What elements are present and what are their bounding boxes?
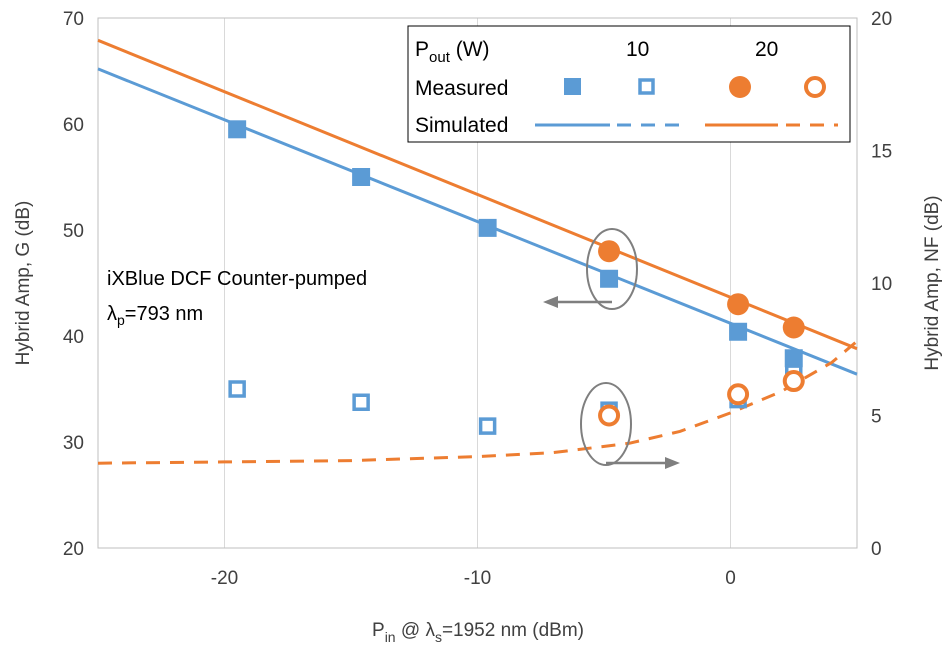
- marker-open-square: [352, 393, 370, 411]
- marker-open-circle: [782, 370, 805, 393]
- y-left-tick-label: 50: [63, 221, 84, 242]
- x-tick-label: -20: [211, 568, 238, 589]
- legend-row-measured: Measured: [415, 77, 508, 100]
- y-right-tick-label: 10: [871, 274, 892, 295]
- series-line: [97, 340, 858, 465]
- legend-box: [407, 25, 851, 143]
- y-left-tick-label: 70: [63, 9, 84, 30]
- legend-marker-filled-square: [564, 78, 581, 95]
- legend-col-20: 20: [755, 38, 778, 61]
- y-right-tick-label: 5: [871, 407, 882, 428]
- y-left-tick-label: 40: [63, 327, 84, 348]
- y-axis-left-title: Hybrid Amp, G (dB): [13, 201, 34, 366]
- series-markers: [228, 120, 805, 435]
- annotation-line1: iXBlue DCF Counter-pumped: [107, 268, 367, 290]
- y-right-tick-label: 15: [871, 142, 892, 163]
- marker-filled-circle: [727, 293, 750, 316]
- x-axis-title: Pin @ λs=1952 nm (dBm): [372, 620, 584, 645]
- marker-filled-square: [729, 322, 748, 341]
- marker-open-square: [478, 417, 497, 435]
- y-right-tick-label: 0: [871, 539, 882, 560]
- x-tick-label: 0: [725, 568, 736, 589]
- tick-labels: -20 -10 0 20 30 40 50 60 70 0 5 10 15 20: [63, 9, 892, 589]
- marker-open-circle: [598, 404, 621, 427]
- marker-filled-square: [784, 349, 803, 368]
- y-axis-right-title: Hybrid Amp, NF (dB): [922, 195, 943, 370]
- legend-marker-open-square: [638, 78, 655, 95]
- marker-filled-square: [478, 218, 497, 237]
- y-right-tick-label: 20: [871, 9, 892, 30]
- marker-filled-square: [600, 269, 619, 288]
- nf-group-ellipse: [580, 382, 632, 466]
- gain-group-ellipse: [586, 228, 638, 310]
- annotation-line2: λp=793 nm: [107, 303, 203, 328]
- legend-marker-filled-circle: [729, 76, 751, 98]
- legend-marker-open-circle: [804, 76, 826, 98]
- legend-col-10: 10: [626, 38, 649, 61]
- y-left-tick-label: 30: [63, 433, 84, 454]
- marker-open-circle: [727, 383, 750, 406]
- marker-filled-square: [352, 168, 371, 186]
- marker-filled-square: [228, 120, 247, 139]
- legend-row-simulated: Simulated: [415, 114, 508, 137]
- right-axis-arrowhead: [665, 457, 680, 469]
- marker-filled-circle: [782, 316, 805, 339]
- y-left-tick-label: 60: [63, 115, 84, 136]
- legend-header: Pout (W): [415, 38, 490, 66]
- plot-area-frame: [97, 17, 858, 549]
- annotation-arrows: [543, 228, 680, 469]
- marker-open-square: [228, 380, 246, 398]
- x-tick-label: -10: [464, 568, 491, 589]
- y-left-tick-label: 20: [63, 539, 84, 560]
- left-axis-arrowhead: [543, 296, 558, 308]
- marker-filled-circle: [598, 240, 621, 263]
- legend: Pout (W) 10 20 Measured Simulated: [407, 25, 851, 143]
